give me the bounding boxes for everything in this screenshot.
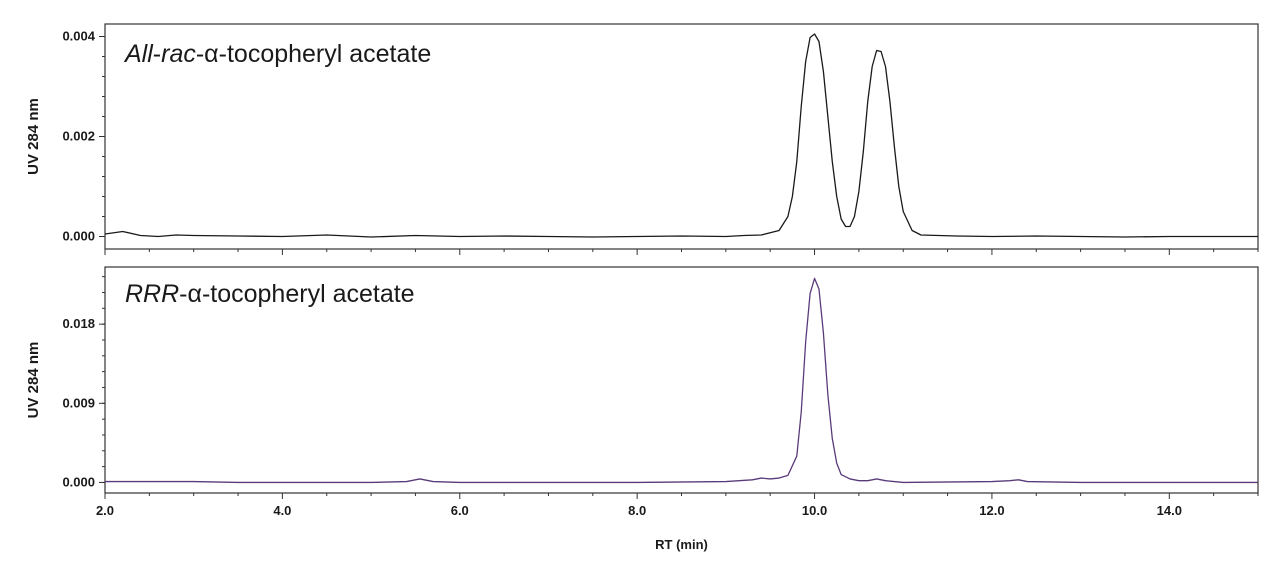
panel-title-part: rac — [161, 40, 196, 68]
panel-title-part: All — [123, 40, 154, 68]
y-tick-label: 0.000 — [62, 474, 95, 489]
chromatogram-trace — [104, 33, 1258, 238]
panel-title-part: - — [153, 40, 161, 68]
y-tick-label: 0.004 — [62, 29, 95, 44]
x-axis-title: RT (min) — [655, 537, 708, 552]
x-tick-label: 4.0 — [273, 503, 291, 518]
y-tick-label: 0.009 — [62, 395, 95, 410]
panel-title: All-rac-α-tocopheryl acetate — [123, 40, 431, 68]
y-tick-label: 0.018 — [62, 316, 95, 331]
x-tick-label: 12.0 — [979, 503, 1004, 518]
chromatogram-trace — [105, 277, 1258, 484]
y-tick-label: 0.002 — [62, 129, 95, 144]
panel-title-part: RRR — [125, 280, 179, 308]
y-axis-title: UV 284 nm — [25, 342, 42, 419]
x-tick-label: 14.0 — [1157, 503, 1182, 518]
panel-title: RRR-α-tocopheryl acetate — [125, 280, 415, 308]
x-tick-label: 10.0 — [802, 503, 827, 518]
chart-panel-2: 0.000 0.009 0.018 2.0 4.0 6.0 8.0 10.0 12.0 14.0 R… — [25, 266, 1259, 552]
x-tick-label: 8.0 — [628, 503, 646, 518]
x-tick-label: 6.0 — [451, 503, 469, 518]
panel-title-part: -α-tocopheryl acetate — [179, 280, 414, 308]
panel-title-part: -α-tocopheryl acetate — [196, 40, 431, 68]
y-tick-label: 0.000 — [62, 229, 95, 244]
chart-panel-1: 0.000 0.002 0.004 UV 284 nm All-rac-α-tocoph… — [25, 23, 1259, 255]
y-axis-title: UV 284 nm — [25, 98, 42, 175]
x-tick-label: 2.0 — [96, 503, 114, 518]
